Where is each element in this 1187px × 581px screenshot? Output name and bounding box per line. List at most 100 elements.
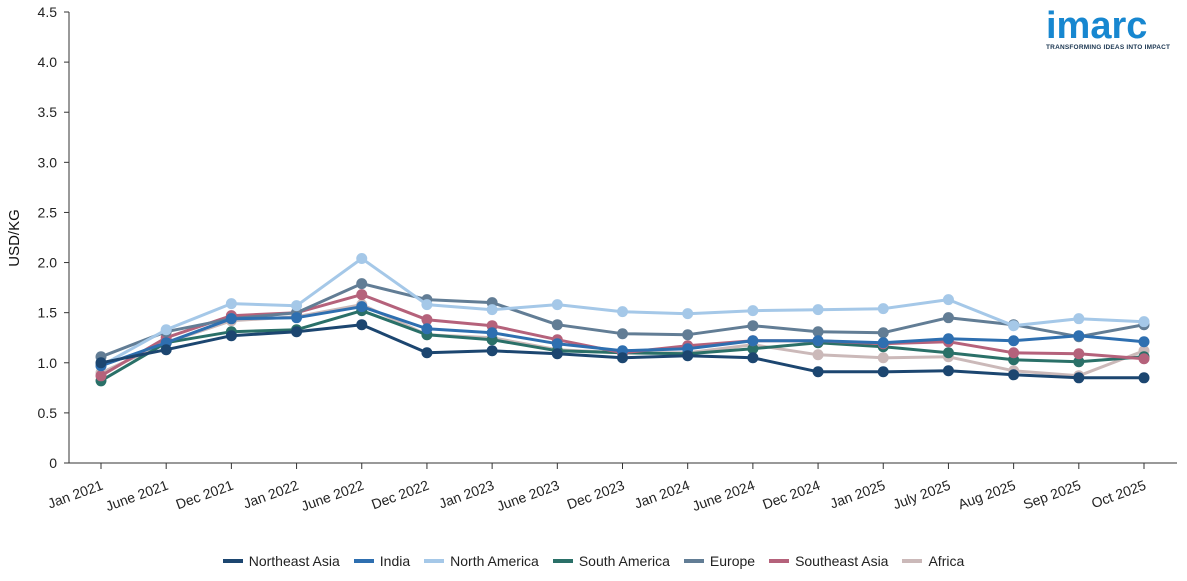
legend-swatch <box>902 559 923 563</box>
data-point-india[interactable] <box>1138 336 1150 348</box>
legend-item-europe[interactable]: Europe <box>683 553 755 569</box>
legend-swatch <box>552 559 573 563</box>
legend-swatch <box>353 559 374 563</box>
data-point-northeast-asia[interactable] <box>617 352 628 364</box>
data-point-northeast-asia[interactable] <box>747 352 759 364</box>
x-tick-label: June 2024 <box>690 477 757 514</box>
x-tick-label: Jan 2021 <box>45 477 105 512</box>
data-point-northeast-asia[interactable] <box>1138 372 1150 384</box>
data-point-northeast-asia[interactable] <box>95 357 107 369</box>
data-point-north-america[interactable] <box>1138 316 1150 328</box>
x-tick-label: Jan 2025 <box>828 477 888 512</box>
legend-swatch <box>683 559 704 563</box>
data-point-india[interactable] <box>486 327 498 339</box>
data-point-southeast-asia[interactable] <box>1073 348 1085 360</box>
series-group <box>95 253 1150 387</box>
data-point-north-america[interactable] <box>1073 313 1085 325</box>
data-point-africa[interactable] <box>877 352 889 364</box>
data-point-india[interactable] <box>421 323 433 335</box>
data-point-north-america[interactable] <box>225 298 237 310</box>
data-point-europe[interactable] <box>942 312 954 324</box>
data-point-northeast-asia[interactable] <box>291 326 303 338</box>
data-point-south-america[interactable] <box>1073 356 1085 368</box>
legend-item-africa[interactable]: Africa <box>902 553 964 569</box>
y-axis-ticks: 0 0.5 1.0 1.5 2.0 2.5 3.0 3.5 4.0 4.5 <box>38 4 69 471</box>
data-point-india[interactable] <box>1073 330 1085 342</box>
x-tick-label: June 2022 <box>299 477 366 514</box>
data-point-europe[interactable] <box>682 329 694 341</box>
x-tick-label: Oct 2025 <box>1089 477 1148 512</box>
data-point-northeast-asia[interactable] <box>1008 369 1020 381</box>
data-point-north-america[interactable] <box>486 304 498 316</box>
legend-item-northeast-asia[interactable]: Northeast Asia <box>222 553 340 569</box>
data-point-northeast-asia[interactable] <box>682 350 694 362</box>
data-point-north-america[interactable] <box>812 304 824 316</box>
data-point-north-america[interactable] <box>356 253 368 265</box>
data-point-north-america[interactable] <box>1008 320 1020 332</box>
data-point-north-america[interactable] <box>160 324 172 336</box>
x-tick-label: Dec 2021 <box>174 477 236 513</box>
legend-item-southeast-asia[interactable]: Southeast Asia <box>769 553 888 569</box>
data-point-europe[interactable] <box>551 319 563 331</box>
y-tick-label: 4.0 <box>38 54 58 70</box>
data-point-europe[interactable] <box>747 320 759 332</box>
data-point-northeast-asia[interactable] <box>942 365 954 377</box>
data-point-southeast-asia[interactable] <box>95 370 107 382</box>
y-tick-label: 4.5 <box>38 4 58 20</box>
logo-wordmark: imarc <box>1046 5 1148 47</box>
data-point-northeast-asia[interactable] <box>877 366 889 378</box>
data-point-southeast-asia[interactable] <box>1138 353 1150 365</box>
data-point-southeast-asia[interactable] <box>1008 347 1020 359</box>
data-point-southeast-asia[interactable] <box>356 289 368 301</box>
data-point-india[interactable] <box>812 335 824 347</box>
x-tick-label: June 2023 <box>494 477 561 514</box>
data-point-northeast-asia[interactable] <box>812 366 824 378</box>
data-point-europe[interactable] <box>356 278 368 290</box>
x-tick-label: Jan 2023 <box>437 477 497 512</box>
y-tick-label: 2.0 <box>38 255 58 271</box>
x-tick-label: Dec 2022 <box>369 477 431 513</box>
data-point-north-america[interactable] <box>682 308 694 320</box>
data-point-india[interactable] <box>942 333 954 345</box>
data-point-north-america[interactable] <box>747 305 759 317</box>
data-point-north-america[interactable] <box>942 294 954 306</box>
data-point-india[interactable] <box>747 335 759 347</box>
data-point-africa[interactable] <box>812 349 824 361</box>
data-point-north-america[interactable] <box>421 299 433 311</box>
data-point-southeast-asia[interactable] <box>421 314 433 326</box>
data-point-india[interactable] <box>877 337 889 349</box>
x-tick-label: Sep 2025 <box>1021 477 1083 513</box>
data-point-northeast-asia[interactable] <box>486 345 498 357</box>
data-point-india[interactable] <box>551 338 563 350</box>
data-point-northeast-asia[interactable] <box>225 330 237 342</box>
data-point-north-america[interactable] <box>291 300 303 312</box>
data-point-north-america[interactable] <box>877 303 889 315</box>
data-point-north-america[interactable] <box>617 306 628 318</box>
data-point-north-america[interactable] <box>551 299 563 311</box>
legend-item-south-america[interactable]: South America <box>552 553 670 569</box>
data-point-northeast-asia[interactable] <box>551 348 563 360</box>
data-point-south-america[interactable] <box>942 347 954 359</box>
data-point-northeast-asia[interactable] <box>1073 372 1085 384</box>
data-point-india[interactable] <box>291 312 303 324</box>
y-tick-label: 0 <box>49 455 57 471</box>
legend-item-north-america[interactable]: North America <box>424 553 539 569</box>
axes <box>68 12 1177 464</box>
data-point-northeast-asia[interactable] <box>160 344 172 356</box>
x-tick-label: Dec 2023 <box>565 477 627 513</box>
data-point-south-america[interactable] <box>747 343 759 355</box>
legend-item-india[interactable]: India <box>353 553 410 569</box>
data-point-india[interactable] <box>225 313 237 325</box>
data-point-europe[interactable] <box>812 326 824 338</box>
data-point-india[interactable] <box>356 301 368 313</box>
y-tick-label: 3.5 <box>38 104 58 120</box>
data-point-northeast-asia[interactable] <box>421 347 433 359</box>
y-tick-label: 1.5 <box>38 305 58 321</box>
data-point-europe[interactable] <box>877 327 889 339</box>
y-axis-title: USD/KG <box>6 209 23 267</box>
data-point-europe[interactable] <box>617 328 628 340</box>
data-point-india[interactable] <box>1008 335 1020 347</box>
data-point-northeast-asia[interactable] <box>356 319 368 331</box>
